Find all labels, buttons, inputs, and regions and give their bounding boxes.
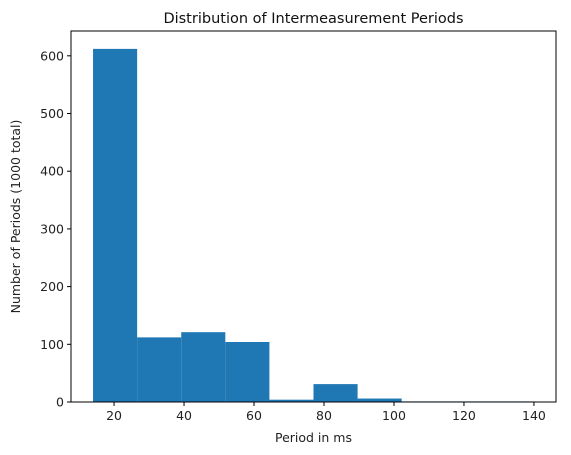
- x-axis-label: Period in ms: [275, 430, 352, 445]
- chart-title: Distribution of Intermeasurement Periods: [163, 11, 463, 27]
- plot-frame: [70, 30, 557, 403]
- x-tick-label: 20: [106, 408, 122, 423]
- histogram-bar: [93, 48, 138, 402]
- y-axis-label: Number of Periods (1000 total): [8, 120, 23, 314]
- x-tick-label: 80: [316, 408, 332, 423]
- histogram-bar: [225, 341, 270, 402]
- y-tick-label: 0: [56, 395, 64, 410]
- x-tick-label: 120: [452, 408, 476, 423]
- histogram-bar: [313, 384, 358, 402]
- histogram-bar: [181, 332, 226, 402]
- histogram-bar: [357, 398, 402, 402]
- x-tick-label: 40: [176, 408, 192, 423]
- y-tick-label: 500: [40, 106, 64, 121]
- y-tick-label: 100: [40, 337, 64, 352]
- histogram-bar: [269, 399, 314, 402]
- y-tick-label: 400: [40, 164, 64, 179]
- y-tick-label: 300: [40, 221, 64, 236]
- histogram-bar: [137, 337, 182, 402]
- y-tick-label: 200: [40, 279, 64, 294]
- x-tick-label: 100: [382, 408, 406, 423]
- y-axis: 0 100 200 300 400 500 600: [40, 48, 71, 410]
- x-tick-label: 140: [522, 408, 546, 423]
- y-tick-label: 600: [40, 48, 64, 63]
- x-tick-label: 60: [246, 408, 262, 423]
- x-axis: 20 40 60 80 100 120 140: [106, 402, 546, 423]
- bars-group: [93, 48, 534, 402]
